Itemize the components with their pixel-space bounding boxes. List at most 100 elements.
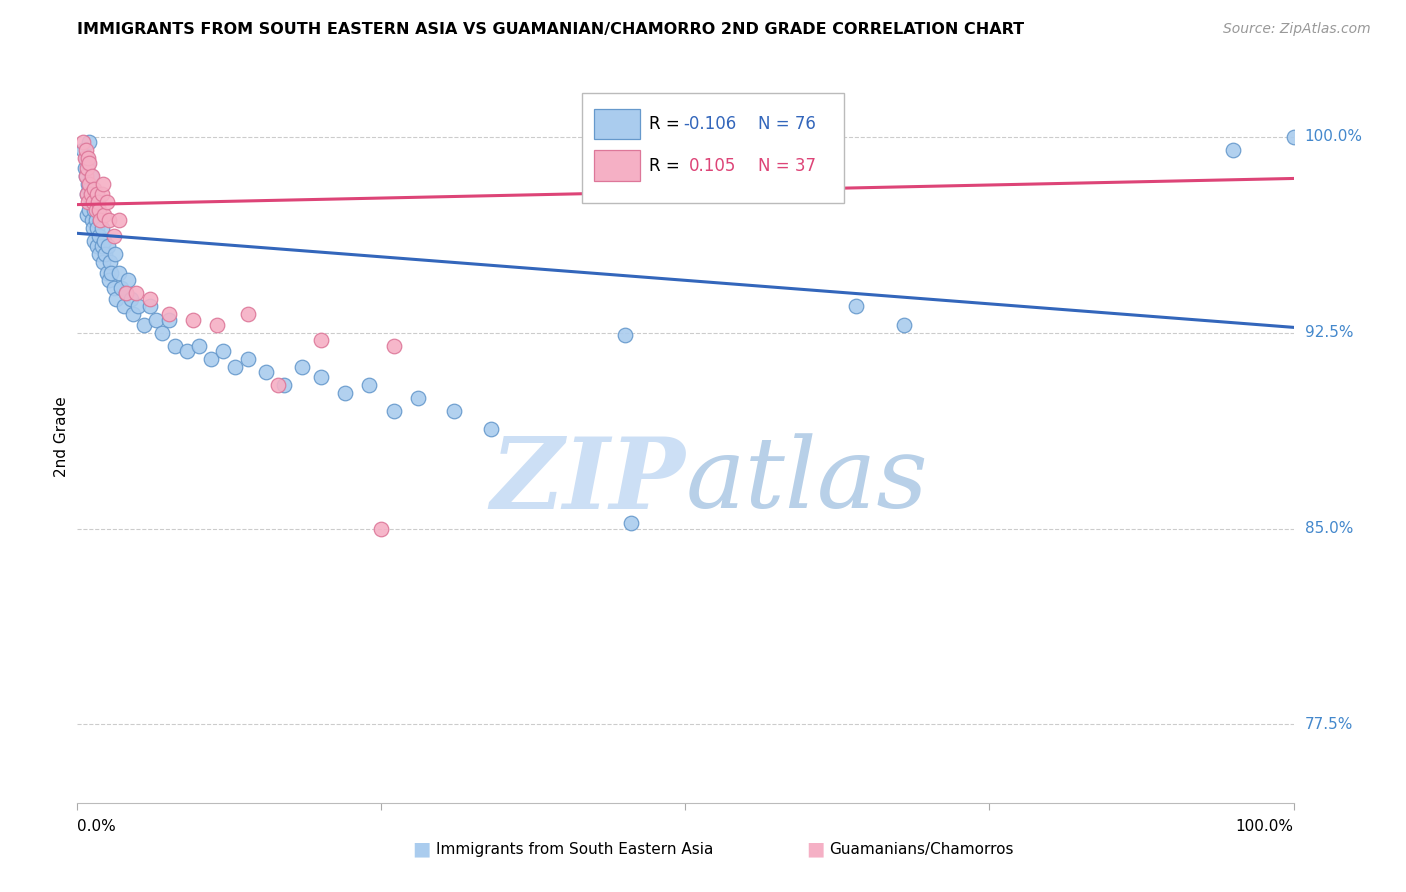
Point (205, 318, 228, 332)
Point (96, 194, 118, 209)
Point (100, 266, 122, 280)
Point (115, 286, 138, 301)
Point (79, 177, 101, 191)
Point (75, 143, 97, 157)
Point (104, 247, 127, 261)
Text: ZIP: ZIP (491, 433, 686, 529)
Point (98, 255, 121, 269)
Point (359, 377, 381, 392)
Text: N = 37: N = 37 (758, 157, 817, 175)
Point (73, 161, 96, 175)
Point (79, 182, 101, 196)
Point (94, 247, 117, 261)
Point (87, 194, 110, 209)
Point (212, 343, 235, 358)
Point (80, 187, 103, 202)
Point (382, 338, 405, 352)
Point (134, 318, 156, 332)
Point (103, 281, 125, 295)
Point (139, 292, 162, 306)
Text: 85.0%: 85.0% (1305, 521, 1353, 536)
Point (86, 187, 108, 202)
Point (72, 143, 94, 157)
Point (112, 300, 135, 314)
Point (145, 312, 167, 326)
Point (86, 221, 108, 235)
Point (84, 213, 107, 227)
Text: 100.0%: 100.0% (1305, 129, 1362, 145)
Point (236, 351, 259, 366)
Point (83, 182, 105, 196)
Text: 0.105: 0.105 (689, 157, 737, 175)
Point (176, 343, 198, 358)
Point (224, 359, 246, 374)
Point (82, 194, 104, 209)
Text: ■: ■ (806, 839, 825, 859)
Text: ■: ■ (412, 839, 432, 859)
Point (90, 187, 112, 202)
Point (845, 300, 868, 314)
Text: Source: ZipAtlas.com: Source: ZipAtlas.com (1223, 22, 1371, 37)
Point (75, 169, 97, 183)
Point (80, 169, 103, 183)
Point (90, 221, 112, 235)
Point (96, 266, 118, 280)
Point (309, 334, 332, 348)
Point (479, 422, 502, 436)
Point (83, 234, 105, 248)
Text: atlas: atlas (686, 434, 928, 529)
FancyBboxPatch shape (595, 151, 640, 181)
Point (75, 151, 97, 165)
Point (125, 286, 148, 301)
Point (83, 202, 105, 217)
Point (97, 239, 120, 253)
Point (110, 281, 132, 295)
Point (333, 385, 356, 400)
Point (370, 521, 392, 535)
Point (107, 213, 129, 227)
Point (77, 194, 100, 209)
Point (97, 213, 120, 227)
Point (76, 208, 98, 222)
Point (620, 516, 643, 531)
Point (82, 221, 104, 235)
Point (91, 255, 114, 269)
Point (80, 187, 103, 202)
FancyBboxPatch shape (595, 109, 640, 139)
Point (1222, 143, 1244, 157)
Point (152, 326, 174, 340)
Point (77, 177, 100, 191)
Point (157, 312, 180, 326)
Point (127, 300, 149, 314)
Point (122, 307, 145, 321)
Point (79, 156, 101, 170)
Text: Immigrants from South Eastern Asia: Immigrants from South Eastern Asia (436, 842, 713, 856)
Text: R =: R = (650, 157, 685, 175)
Point (89, 228, 111, 243)
Point (80, 194, 103, 209)
Point (89, 213, 111, 227)
Point (893, 318, 915, 332)
Point (82, 194, 104, 209)
Point (117, 273, 139, 287)
Point (267, 377, 290, 392)
Point (86, 239, 108, 253)
Point (139, 300, 162, 314)
Point (75, 169, 97, 183)
Point (406, 391, 429, 405)
Text: 77.5%: 77.5% (1305, 717, 1353, 732)
Text: N = 76: N = 76 (758, 115, 817, 133)
Point (76, 161, 98, 175)
Point (157, 307, 180, 321)
Text: R =: R = (650, 115, 685, 133)
Point (236, 307, 259, 321)
Point (76, 187, 98, 202)
Point (87, 202, 110, 217)
Point (84, 187, 107, 202)
Point (79, 135, 101, 149)
Point (89, 213, 111, 227)
Point (1282, 129, 1305, 144)
Point (103, 228, 125, 243)
Point (200, 351, 222, 366)
Point (120, 292, 142, 306)
